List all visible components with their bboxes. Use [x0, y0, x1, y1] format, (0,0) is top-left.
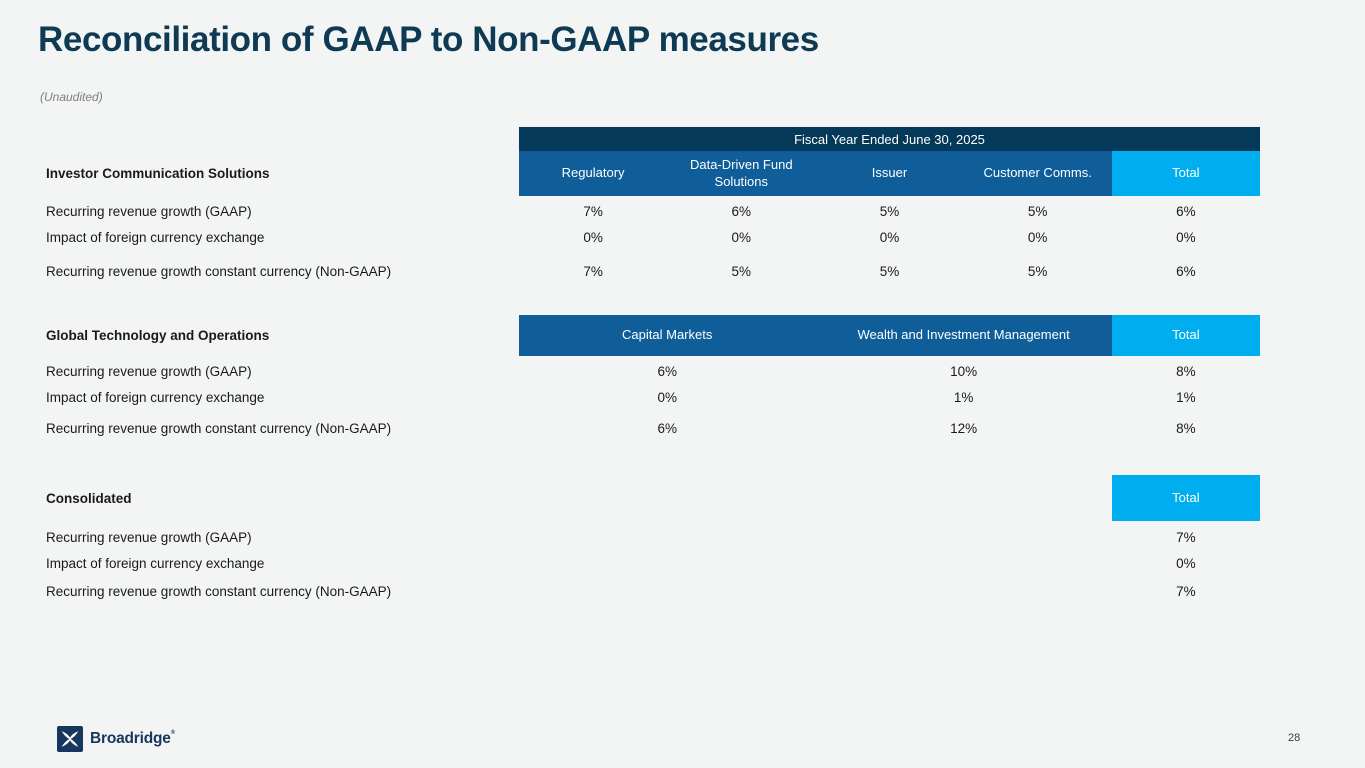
cell-value: 5% [1027, 203, 1048, 219]
row-label: Impact of foreign currency exchange [46, 229, 265, 245]
fiscal-year-band: Fiscal Year Ended June 30, 2025 [519, 127, 1260, 151]
column-header-customer-comms: Customer Comms. [963, 151, 1112, 196]
column-header-regulatory: Regulatory [519, 151, 668, 196]
column-header-row: Investor Communication Solutions Regulat… [46, 151, 1260, 196]
column-header-total: Total [1111, 315, 1260, 356]
row-label: Impact of foreign currency exchange [46, 389, 265, 405]
table-row: Recurring revenue growth constant curren… [46, 578, 1260, 604]
cell-value: 1% [1176, 389, 1196, 405]
unaudited-note: (Unaudited) [40, 90, 103, 104]
row-label: Recurring revenue growth constant curren… [46, 263, 392, 279]
broadridge-mark-icon [57, 726, 83, 752]
cell-value: 1% [953, 389, 974, 405]
cell-value: 7% [583, 263, 603, 279]
cell-value: 5% [1027, 263, 1048, 279]
table-row: Recurring revenue growth (GAAP) 7% 6% 5%… [46, 198, 1260, 224]
cell-value: 7% [1176, 529, 1196, 545]
section-title: Global Technology and Operations [46, 328, 270, 343]
header-spacer [519, 475, 1112, 521]
row-label: Impact of foreign currency exchange [46, 555, 265, 571]
section-global-technology-and-operations: Global Technology and Operations Capital… [46, 315, 1260, 441]
cell-value: 12% [950, 420, 978, 436]
table-row: Recurring revenue growth (GAAP) 6% 10% 8… [46, 358, 1260, 384]
cell-value: 0% [583, 229, 603, 245]
column-header-total: Total [1111, 475, 1260, 521]
section-consolidated: Consolidated Total Recurring revenue gro… [46, 475, 1260, 604]
cell-value: 0% [879, 229, 900, 245]
cell-value: 8% [1176, 363, 1196, 379]
column-header-total: Total [1111, 151, 1260, 196]
column-header-row: Global Technology and Operations Capital… [46, 315, 1260, 356]
column-header-row: Consolidated Total [46, 475, 1260, 521]
page-number: 28 [1288, 732, 1301, 744]
table-row: Recurring revenue growth constant curren… [46, 415, 1260, 441]
cell-value: 7% [1176, 583, 1196, 599]
page-title: Reconciliation of GAAP to Non-GAAP measu… [38, 20, 819, 59]
cell-value: 5% [731, 263, 752, 279]
cell-value: 5% [879, 263, 900, 279]
row-label: Recurring revenue growth (GAAP) [46, 363, 252, 379]
cell-value: 0% [1176, 555, 1196, 571]
cell-value: 10% [950, 363, 978, 379]
registered-mark: ® [170, 730, 175, 736]
cell-value: 0% [657, 389, 677, 405]
section-investor-communication-solutions: Fiscal Year Ended June 30, 2025 Investor… [46, 127, 1260, 284]
cell-value: 7% [583, 203, 603, 219]
column-header-wealth-and-investment-management: Wealth and Investment Management [815, 315, 1112, 356]
broadridge-logo-text: Broadridge® [90, 730, 175, 747]
cell-value: 0% [1176, 229, 1196, 245]
row-label: Recurring revenue growth constant curren… [46, 583, 392, 599]
column-header-issuer: Issuer [815, 151, 964, 196]
cell-value: 6% [731, 203, 752, 219]
cell-value: 0% [1027, 229, 1048, 245]
cell-value: 0% [731, 229, 752, 245]
table-row: Impact of foreign currency exchange 0% [46, 550, 1260, 576]
broadridge-logo: Broadridge® [57, 726, 175, 752]
table-row: Recurring revenue growth constant curren… [46, 258, 1260, 284]
table-row: Recurring revenue growth (GAAP) 7% [46, 524, 1260, 550]
cell-value: 6% [1176, 263, 1196, 279]
cell-value: 8% [1176, 420, 1196, 436]
cell-value: 5% [879, 203, 900, 219]
section-title: Consolidated [46, 490, 132, 506]
cell-value: 6% [657, 420, 677, 436]
column-header-capital-markets: Capital Markets [519, 315, 816, 356]
row-label: Recurring revenue growth constant curren… [46, 420, 392, 436]
column-header-data-driven-fund-solutions: Data-Driven Fund Solutions [667, 151, 816, 196]
cell-value: 6% [1176, 203, 1196, 219]
cell-value: 6% [657, 363, 677, 379]
row-label: Recurring revenue growth (GAAP) [46, 529, 252, 545]
table-row: Impact of foreign currency exchange 0% 0… [46, 224, 1260, 250]
table-row: Impact of foreign currency exchange 0% 1… [46, 384, 1260, 410]
row-label: Recurring revenue growth (GAAP) [46, 203, 252, 219]
section-title: Investor Communication Solutions [46, 166, 270, 181]
